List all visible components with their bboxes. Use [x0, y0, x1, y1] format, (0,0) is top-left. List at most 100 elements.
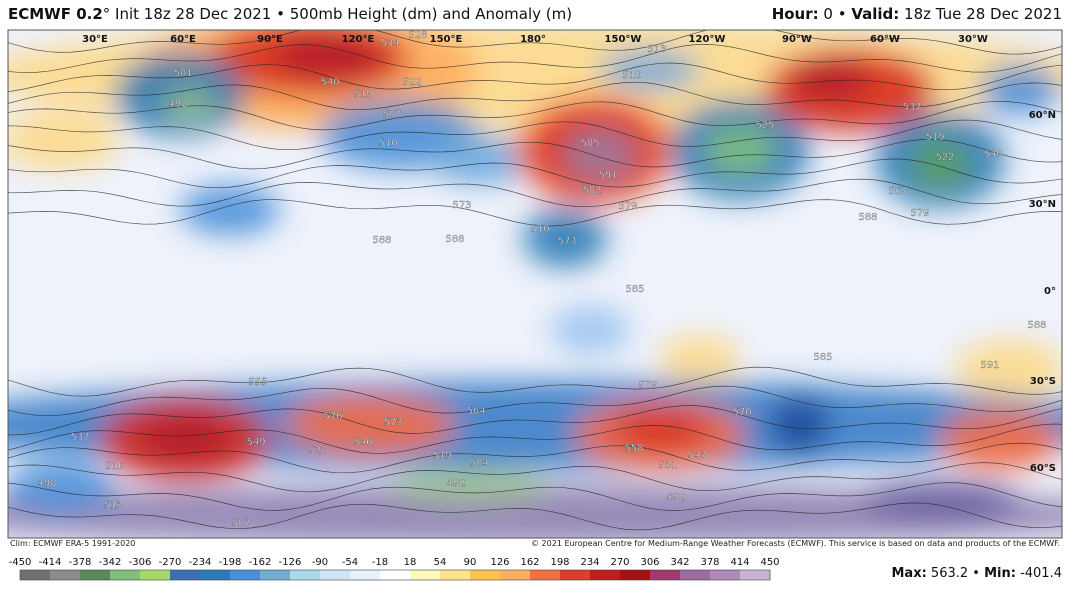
anomaly-patch [285, 395, 455, 455]
latitude-label: 30°N [1029, 199, 1056, 210]
anomaly-patch [610, 410, 710, 450]
contour-label: 591 [598, 170, 617, 181]
colorbar-tick-label: -90 [312, 557, 328, 568]
anomaly-patch [8, 463, 115, 513]
latitude-label: 30°S [1030, 376, 1056, 387]
anomaly-patch [562, 127, 638, 183]
contour-label: 522 [402, 77, 421, 88]
contour-label: 528 [408, 30, 427, 41]
longitude-label: 30°E [82, 34, 108, 45]
anomaly-patch [910, 140, 970, 190]
contour-line [8, 482, 1062, 511]
contour-label: 573 [452, 200, 471, 211]
contour-label: 588 [858, 212, 877, 223]
colorbar-segment [560, 570, 591, 580]
contour-label: 507 [231, 518, 250, 529]
map-frame [7, 29, 1063, 539]
contour-label: 579 [618, 201, 637, 212]
colorbar-segment [530, 570, 561, 580]
anomaly-patch [705, 125, 775, 175]
colorbar-segment [380, 570, 411, 580]
anomaly-patch [275, 33, 385, 77]
contour-label: 522 [935, 152, 954, 163]
colorbar-frame [19, 569, 771, 581]
hour-value: 0 • [818, 5, 852, 23]
colorbar-segment [500, 570, 531, 580]
anomaly-shading [8, 30, 1062, 538]
contour-label: 540 [320, 77, 339, 88]
contour-label: 588 [372, 235, 391, 246]
contour-label: 546 [353, 437, 372, 448]
contour-label: 573 [383, 417, 402, 428]
colorbar-tick-label: 342 [670, 557, 689, 568]
anomaly-patch [550, 305, 630, 355]
contour-label: 570 [732, 407, 751, 418]
colorbar-segment [440, 570, 471, 580]
contour-label: 564 [466, 406, 485, 417]
copyright: © 2021 European Centre for Medium-Range … [531, 539, 1060, 548]
valid-label: Valid: [851, 5, 900, 23]
longitude-label: 30°W [958, 34, 988, 45]
anomaly-patch [523, 208, 607, 268]
colorbar-tick-label: 54 [434, 557, 447, 568]
min-value: -401.4 [1020, 566, 1062, 581]
longitude-label: 150°W [605, 34, 642, 45]
contour-label: 558 [624, 443, 643, 454]
model-name: ECMWF 0.2 [8, 5, 103, 23]
contour-label: 588 [1027, 320, 1046, 331]
contour-line [8, 385, 1062, 417]
contour-label: 579 [638, 380, 657, 391]
contour-line [8, 442, 1062, 474]
contour-label: 579 [910, 208, 929, 219]
contour-line [8, 44, 1062, 74]
anomaly-patch [980, 65, 1060, 115]
colorbar-segment [710, 570, 741, 580]
contour-line [8, 119, 1062, 151]
contour-label: 507 [382, 109, 401, 120]
longitude-label: 150°E [430, 34, 463, 45]
anomaly-patch [955, 340, 1062, 400]
height-contours [8, 30, 1062, 531]
contour-label: 501 [173, 68, 192, 79]
contour-label: 513 [647, 44, 666, 55]
colorbar-segment [620, 570, 651, 580]
contour-label: 492 [446, 478, 465, 489]
colorbar-segment [140, 570, 171, 580]
longitude-label: 120°W [689, 34, 726, 45]
contour-label: 549 [246, 437, 265, 448]
colorbar-segment [470, 570, 501, 580]
contour-label: 555 [248, 377, 267, 388]
contour-label: 537 [70, 432, 89, 443]
contour-label: 504 [469, 458, 488, 469]
contour-label: 498 [37, 478, 56, 489]
contour-label: 585 [625, 284, 644, 295]
contour-label: 528 [308, 445, 327, 456]
colorbar-tick-label: -162 [249, 557, 272, 568]
colorbar-segment [260, 570, 291, 580]
contour-line [8, 158, 1062, 189]
colorbar-segment [650, 570, 681, 580]
max-min: Max: 563.2 • Min: -401.4 [891, 566, 1062, 581]
colorbar-segment [290, 570, 321, 580]
contour-line [8, 405, 1062, 436]
colorbar-segment [170, 570, 201, 580]
valid-value: 18z Tue 28 Dec 2021 [899, 5, 1062, 23]
latitude-label: 60°N [1029, 110, 1056, 121]
colorbar-segment [50, 570, 81, 580]
contour-line [8, 366, 1062, 397]
contour-label: 543 [687, 450, 706, 461]
contour-line [8, 199, 1062, 227]
colorbar-segment [110, 570, 141, 580]
anomaly-patch [390, 470, 550, 500]
header-right: Hour: 0 • Valid: 18z Tue 28 Dec 2021 [772, 5, 1062, 23]
contour-label: 534 [380, 38, 399, 49]
contour-line [8, 30, 1062, 55]
anomaly-patch [600, 50, 700, 90]
colorbar-segment [80, 570, 111, 580]
contour-label: 519 [432, 450, 451, 461]
anomaly-patch [140, 418, 230, 462]
longitude-label: 60°E [170, 34, 196, 45]
header-title: ° Init 18z 28 Dec 2021 • 500mb Height (d… [102, 5, 573, 23]
contour-label: 498 [168, 99, 187, 110]
